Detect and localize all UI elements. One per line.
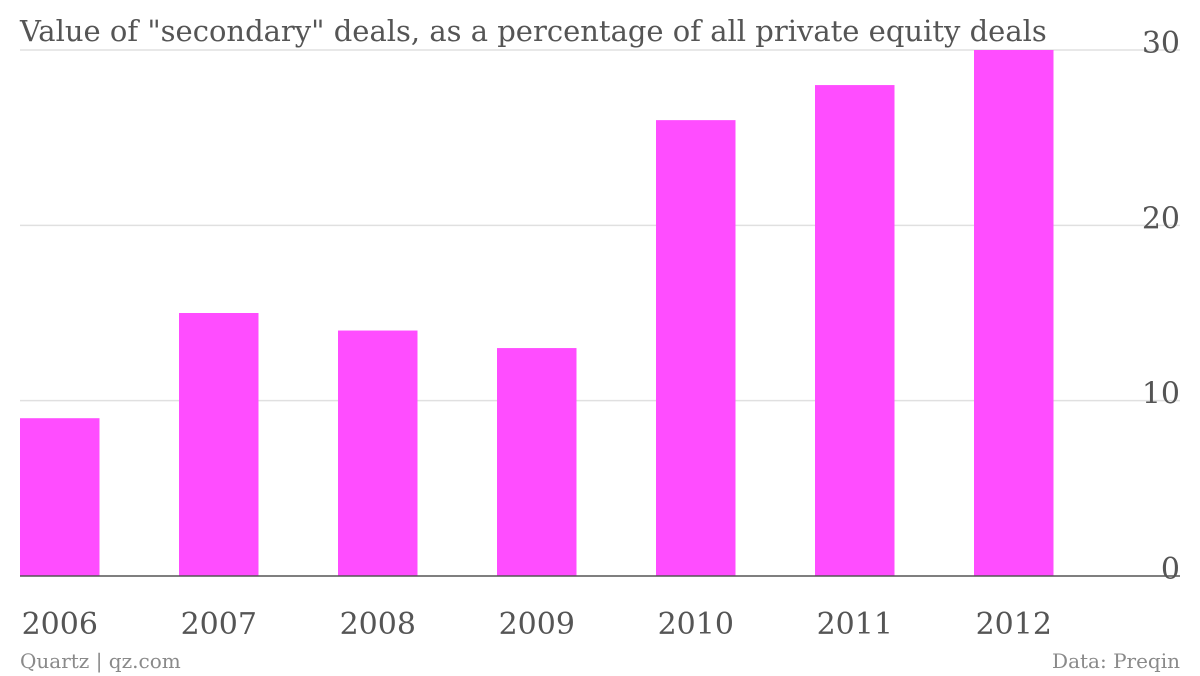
y-axis-ticks: 0 10 20 30: [1142, 26, 1180, 587]
y-tick-label: 0: [1161, 552, 1180, 587]
y-tick-label: 10: [1142, 377, 1180, 412]
x-tick-label: 2012: [976, 607, 1052, 642]
x-tick-label: 2008: [340, 607, 416, 642]
x-tick-label: 2010: [658, 607, 734, 642]
bar-2010: [656, 120, 736, 576]
x-tick-label: 2011: [817, 607, 893, 642]
bar-2012: [974, 50, 1054, 576]
y-tick-label: 20: [1142, 201, 1180, 236]
bar-2006: [20, 418, 100, 576]
bars: [20, 50, 1054, 577]
x-axis-ticks: 2006 2007 2008 2009 2010 2011 2012: [22, 607, 1052, 642]
bar-2007: [179, 313, 259, 576]
y-tick-label: 30: [1142, 26, 1180, 61]
bar-2009: [497, 348, 577, 576]
x-tick-label: 2007: [181, 607, 257, 642]
bar-2011: [815, 85, 895, 577]
chart-title: Value of "secondary" deals, as a percent…: [19, 14, 1047, 48]
x-tick-label: 2006: [22, 607, 98, 642]
source-credit: Quartz | qz.com: [20, 649, 181, 674]
data-source: Data: Preqin: [1052, 649, 1180, 673]
x-tick-label: 2009: [499, 607, 575, 642]
bar-2008: [338, 330, 418, 576]
